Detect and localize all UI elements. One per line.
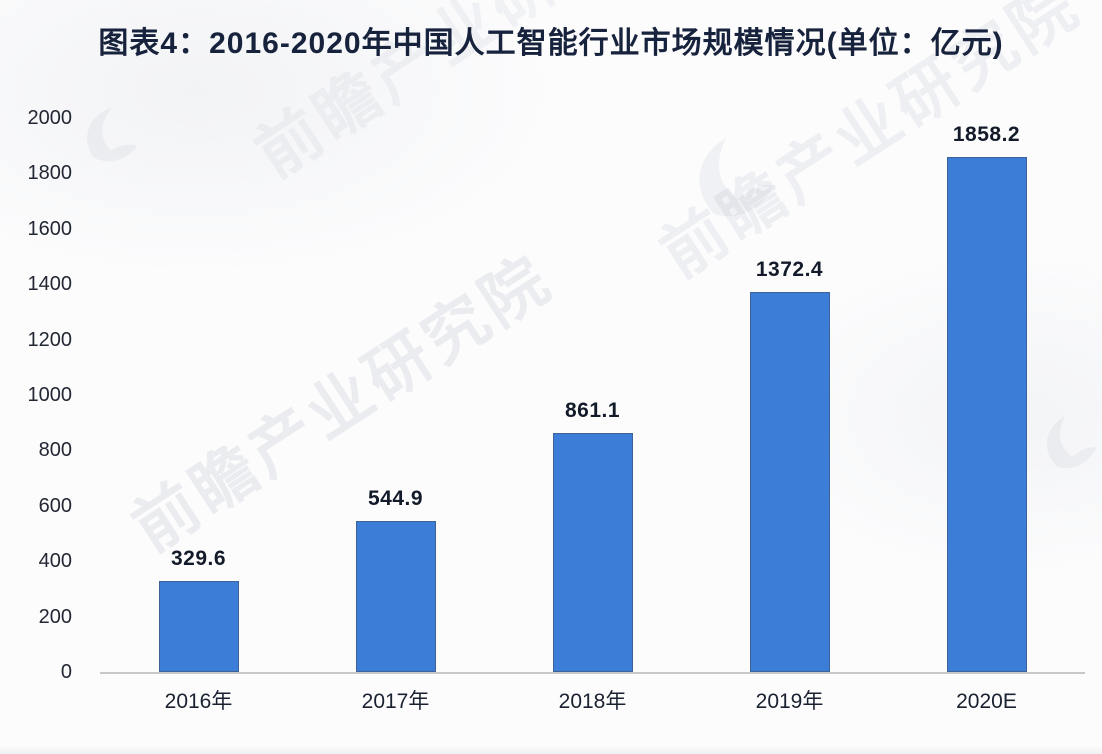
bar bbox=[355, 521, 436, 672]
y-axis-tick-label: 200 bbox=[38, 605, 72, 628]
x-axis-label: 2017年 bbox=[361, 690, 430, 713]
bar bbox=[158, 580, 239, 672]
x-axis: 2016年 2017年 2018年 2019年 2020E bbox=[100, 688, 1085, 720]
bar-value-label: 544.9 bbox=[367, 487, 424, 511]
chart-title: 图表4：2016-2020年中国人工智能行业市场规模情况(单位：亿元) bbox=[98, 27, 1004, 60]
y-axis-tick-label: 800 bbox=[38, 439, 72, 462]
y-axis-tick-label: 600 bbox=[38, 494, 72, 517]
bar bbox=[946, 157, 1027, 672]
bar-value-label: 1372.4 bbox=[755, 257, 824, 281]
bar bbox=[749, 291, 830, 672]
y-axis-tick-label: 1200 bbox=[27, 328, 73, 351]
y-axis-tick-label: 1400 bbox=[27, 273, 73, 296]
y-axis-tick-label: 0 bbox=[60, 661, 72, 683]
y-axis-tick-label: 1000 bbox=[27, 384, 73, 406]
bar-value-label: 861.1 bbox=[564, 399, 621, 423]
x-axis-label: 2019年 bbox=[755, 690, 824, 713]
y-axis: 0 200 400 600 800 1000 1200 1400 1600 1800 2000 bbox=[8, 107, 73, 683]
y-axis-tick-label: 1800 bbox=[27, 162, 73, 185]
bar bbox=[552, 433, 633, 672]
bar-value-label: 329.6 bbox=[170, 546, 227, 570]
x-axis-label: 2018年 bbox=[558, 690, 627, 713]
x-axis-label: 2020E bbox=[956, 690, 1017, 713]
x-axis-label: 2016年 bbox=[164, 690, 233, 713]
plot-area: 329.6 544.9 861.1 1372.4 1858.2 bbox=[100, 118, 1085, 674]
y-axis-tick-label: 400 bbox=[38, 550, 72, 573]
bar-value-label: 1858.2 bbox=[952, 123, 1021, 147]
y-axis-tick-label: 1600 bbox=[27, 217, 73, 240]
y-axis-tick-label: 2000 bbox=[27, 107, 73, 129]
